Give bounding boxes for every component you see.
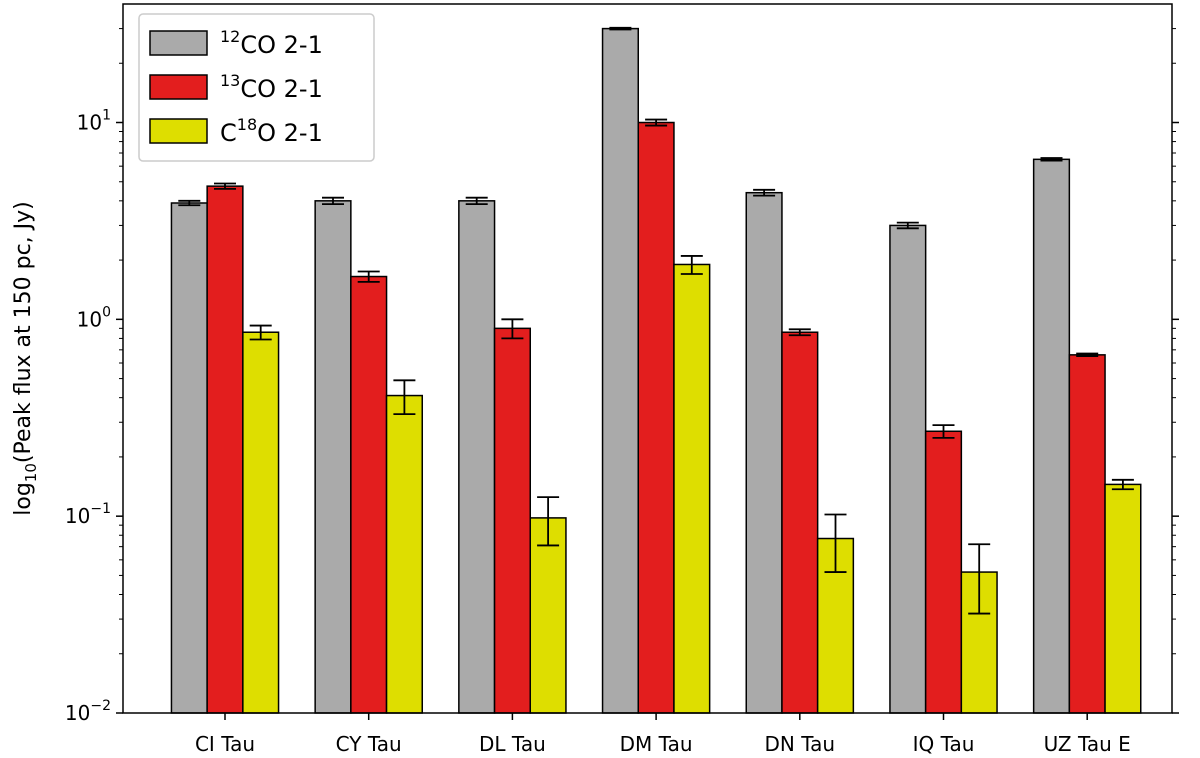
legend-swatch <box>149 30 208 56</box>
legend-entry: 13CO 2-1 <box>149 71 323 103</box>
bar <box>458 200 496 714</box>
error-bar <box>322 196 344 205</box>
bar <box>673 263 711 714</box>
error-bar <box>1111 478 1134 491</box>
bars-layer <box>170 27 1142 714</box>
error-bar <box>1040 157 1063 162</box>
bar <box>781 331 819 714</box>
bar <box>889 224 927 714</box>
error-bar <box>178 199 201 207</box>
error-bar <box>609 26 632 31</box>
error-bar <box>645 118 668 127</box>
error-bar <box>465 196 488 205</box>
x-tick-label: UZ Tau E <box>1044 732 1131 756</box>
bar <box>493 327 531 714</box>
y-tick-label: 10−2 <box>65 698 111 725</box>
bar <box>529 517 567 714</box>
error-bar <box>968 543 991 615</box>
x-tick-label: DM Tau <box>620 732 693 756</box>
y-tick-label: 101 <box>77 108 111 135</box>
error-bar <box>501 318 524 340</box>
bar <box>170 202 208 714</box>
legend-label: C18O 2-1 <box>220 115 323 147</box>
bar <box>1104 483 1142 714</box>
bar <box>745 191 783 714</box>
error-bar <box>680 255 703 275</box>
bar <box>1068 354 1106 714</box>
x-tick-label: CY Tau <box>336 732 402 756</box>
bar <box>242 331 280 714</box>
bar <box>385 394 423 714</box>
error-bar <box>788 328 811 337</box>
y-axis: 10−2 10−1 100 101 <box>65 28 1179 725</box>
legend-swatch <box>149 74 208 100</box>
bar <box>637 121 675 714</box>
error-bar <box>357 270 380 283</box>
error-bar <box>932 424 955 439</box>
x-tick-label: DL Tau <box>479 732 546 756</box>
legend-label: 13CO 2-1 <box>220 71 323 103</box>
bar <box>350 275 388 714</box>
legend-swatch <box>149 118 208 144</box>
legend-label: 12CO 2-1 <box>220 27 323 59</box>
error-bar <box>753 188 776 197</box>
error-bar <box>537 496 560 547</box>
x-tick-label: DN Tau <box>765 732 836 756</box>
error-bar <box>249 324 272 341</box>
y-tick-label: 100 <box>77 304 111 331</box>
error-bar <box>393 379 416 416</box>
plot-frame <box>122 3 1173 714</box>
legend-entry: 12CO 2-1 <box>149 27 323 59</box>
bar <box>924 430 963 714</box>
error-bar <box>214 182 236 190</box>
error-bar <box>896 221 919 230</box>
bar <box>314 200 352 714</box>
legend: 12CO 2-1 13CO 2-1 C18O 2-1 <box>138 13 375 162</box>
error-bar <box>1076 352 1099 358</box>
x-tick-label: IQ Tau <box>913 732 975 756</box>
x-tick-label: CI Tau <box>195 732 255 756</box>
y-axis-label: log10(Peak flux at 150 pc, Jy) <box>11 201 40 516</box>
bar <box>206 185 244 714</box>
y-tick-label: 10−1 <box>65 501 111 528</box>
x-axis: CI Tau CY Tau DL Tau DM Tau DN Tau IQ Tau UZ T… <box>195 713 1131 756</box>
error-bar <box>824 513 847 573</box>
error-bars-layer <box>178 26 1134 615</box>
bar <box>601 27 639 714</box>
bar <box>1032 158 1071 714</box>
legend-entry: C18O 2-1 <box>149 115 323 147</box>
